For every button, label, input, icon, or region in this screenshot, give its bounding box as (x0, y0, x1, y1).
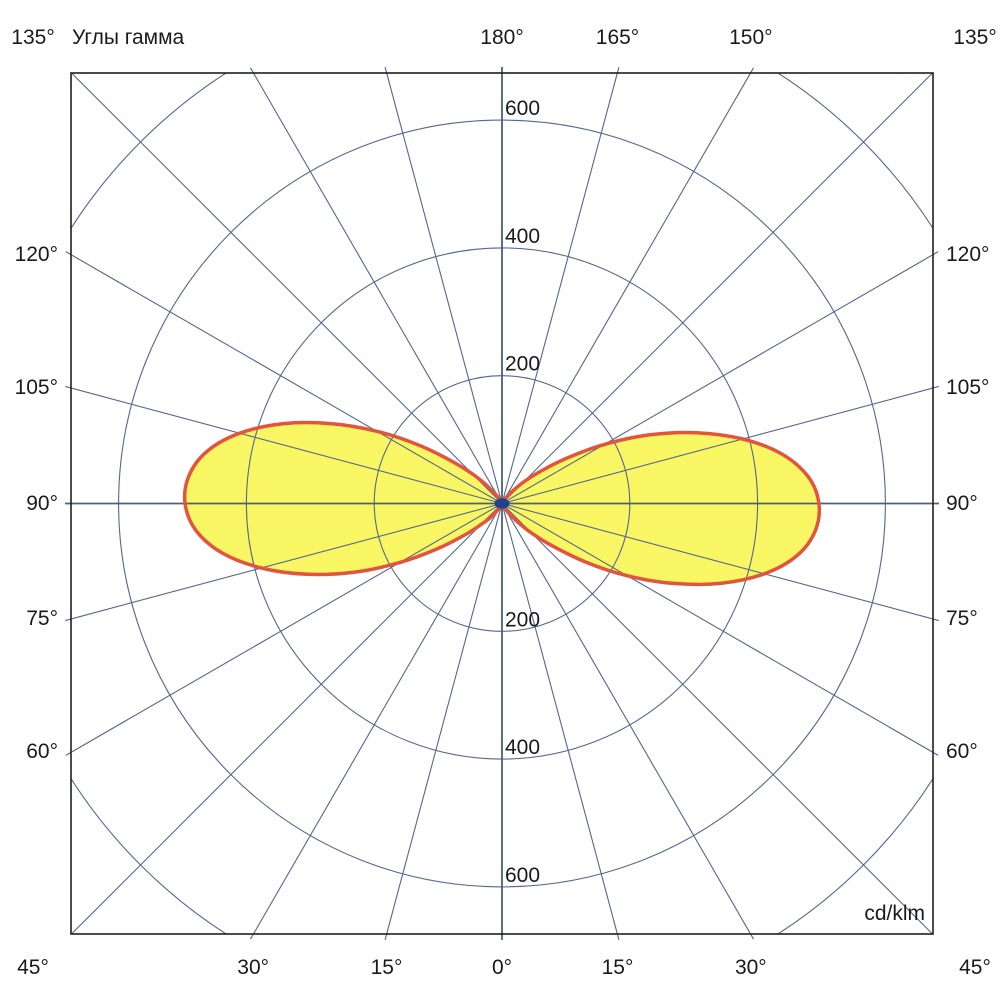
chart-title: Углы гамма (72, 26, 185, 49)
angle-label-bottom-0: 0° (491, 956, 513, 979)
angle-label-bottom-30: 30° (734, 956, 767, 979)
angle-label-bottom-30: 30° (237, 956, 270, 979)
angle-label-right-90: 90° (946, 491, 978, 515)
gamma-line-330 (249, 67, 503, 504)
gamma-line-75 (501, 385, 939, 505)
ring-label-bottom-400: 400 (505, 736, 540, 759)
angle-label-right-105: 105° (946, 376, 990, 400)
gamma-line-15 (501, 67, 620, 504)
angle-label-top-180: 180° (480, 26, 524, 49)
gamma-line-255 (65, 502, 503, 622)
gamma-line-225 (71, 503, 503, 935)
center-dot (494, 498, 510, 509)
ring-label-bottom-600: 600 (505, 864, 540, 887)
angle-label-left-75: 75° (26, 606, 58, 630)
ring-label-top-200: 200 (505, 353, 540, 376)
gamma-line-240 (65, 503, 503, 756)
angle-label-corner-tr-135: 135° (953, 26, 997, 49)
gamma-line-60 (501, 251, 939, 504)
ring-label-top-600: 600 (505, 97, 540, 120)
plot-border (70, 72, 934, 935)
angle-label-bottom-15: 15° (601, 956, 634, 979)
angle-label-corner-br-45: 45° (959, 956, 991, 979)
gamma-line-120 (501, 503, 939, 756)
gamma-line-195 (384, 503, 503, 940)
angle-label-top-165: 165° (595, 26, 640, 49)
gamma-line-285 (65, 385, 503, 505)
angle-label-right-120: 120° (946, 243, 990, 267)
angle-label-left-90: 90° (26, 491, 58, 515)
angle-label-left-120: 120° (14, 243, 58, 267)
gamma-line-150 (501, 503, 755, 940)
radial-unit-label: cd/klm (864, 902, 925, 925)
gamma-line-135 (501, 503, 933, 935)
angle-label-right-75: 75° (946, 606, 978, 630)
gamma-line-210 (249, 503, 503, 940)
ring-label-bottom-200: 200 (505, 608, 540, 631)
gamma-line-300 (65, 251, 503, 504)
gamma-line-30 (501, 67, 755, 504)
angle-label-bottom-15: 15° (370, 956, 403, 979)
gamma-line-105 (501, 502, 939, 622)
ring-value-labels: 200 200 400 400 600 600 (505, 97, 540, 887)
angle-label-left-105: 105° (14, 376, 58, 400)
angle-label-corner-bl-45: 45° (17, 956, 49, 979)
gamma-line-45 (501, 72, 933, 504)
angle-label-right-60: 60° (946, 739, 978, 763)
gamma-line-315 (71, 72, 503, 504)
gamma-line-165 (501, 503, 620, 940)
radial-grid-lines (65, 67, 939, 940)
angle-label-top-150: 150° (729, 26, 773, 49)
angle-label-left-60: 60° (26, 739, 58, 763)
gamma-line-345 (384, 67, 503, 504)
angle-label-corner-tl-135: 135° (11, 26, 55, 49)
ring-label-top-400: 400 (505, 225, 540, 248)
